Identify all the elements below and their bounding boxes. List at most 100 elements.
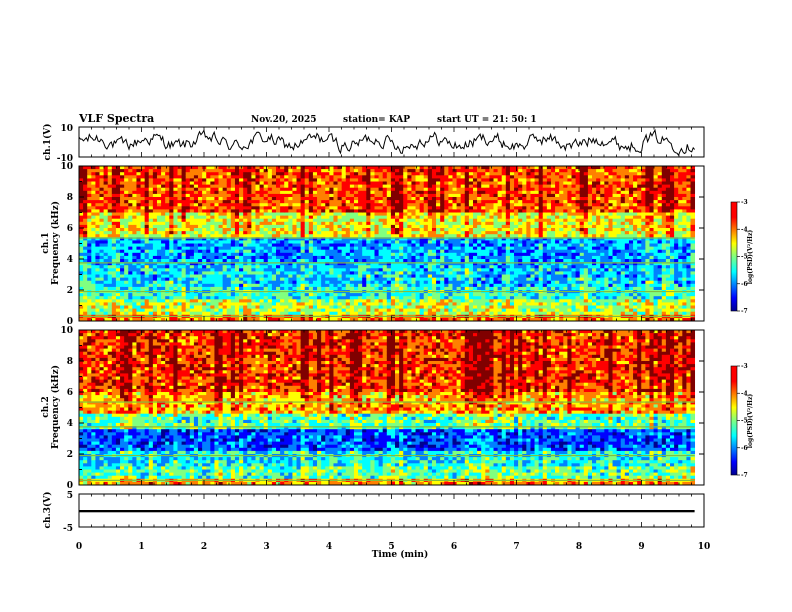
spec-cell xyxy=(230,302,236,306)
spec-cell xyxy=(362,203,367,207)
spec-cell xyxy=(169,215,174,220)
spec-cell xyxy=(333,243,338,247)
spec-cell xyxy=(165,190,170,195)
spec-cell xyxy=(165,237,170,241)
spec-cell xyxy=(132,243,137,247)
spec-cell xyxy=(198,218,203,223)
spec-cell xyxy=(390,206,396,210)
spec-cell xyxy=(193,169,199,173)
spec-cell xyxy=(460,305,466,309)
spec-cell xyxy=(362,268,367,272)
spec-cell xyxy=(280,197,285,201)
spec-cell xyxy=(103,218,109,223)
spec-cell xyxy=(239,240,244,244)
spec-cell xyxy=(222,277,228,282)
spec-cell xyxy=(300,243,306,247)
spec-cell xyxy=(210,175,215,179)
spec-cell xyxy=(366,259,371,263)
spec-cell xyxy=(173,265,178,269)
spec-cell xyxy=(304,231,310,235)
spec-cell xyxy=(382,193,388,198)
spec-cell xyxy=(169,190,174,195)
spec-cell xyxy=(161,255,166,260)
spec-cell xyxy=(304,184,310,189)
spec-cell xyxy=(374,305,379,309)
spec-cell xyxy=(284,190,289,195)
spec-cell xyxy=(419,296,425,300)
spec-cell xyxy=(390,265,396,269)
spec-cell xyxy=(189,311,195,316)
spec-cell xyxy=(374,228,379,232)
spec-cell xyxy=(325,237,330,241)
spec-cell xyxy=(362,231,367,235)
spec-cell xyxy=(345,299,351,303)
spec-cell xyxy=(370,178,375,182)
spec-cell xyxy=(485,218,490,223)
spec-cell xyxy=(161,190,166,195)
spec-cell xyxy=(161,274,166,278)
spec-cell xyxy=(276,231,281,235)
spec-cell xyxy=(460,249,466,254)
spec-cell xyxy=(243,271,248,275)
spec-cell xyxy=(140,305,146,309)
spec-cell xyxy=(317,184,322,189)
spec-cell xyxy=(386,206,392,210)
spec-cell xyxy=(222,172,228,176)
spec-cell xyxy=(263,212,269,216)
spec-cell xyxy=(419,283,425,288)
spec-cell xyxy=(111,317,117,322)
spec-cell xyxy=(87,252,92,257)
spec-cell xyxy=(91,255,96,260)
spec-cell xyxy=(378,283,384,288)
spec-cell xyxy=(169,252,174,257)
spec-cell xyxy=(431,187,437,192)
spec-cell xyxy=(464,187,470,192)
spec-cell xyxy=(312,218,318,223)
spec-cell xyxy=(317,209,322,213)
spec-cell xyxy=(144,308,150,313)
spec-cell xyxy=(448,302,453,306)
spec-cell xyxy=(358,203,363,207)
spec-cell xyxy=(341,218,347,223)
spec-cell xyxy=(296,280,302,285)
spec-cell xyxy=(390,181,396,185)
spec-cell xyxy=(115,274,121,278)
spec-cell xyxy=(189,283,195,288)
spec-cell xyxy=(444,228,449,232)
spec-cell xyxy=(124,187,129,192)
spec-cell xyxy=(91,280,96,285)
spec-cell xyxy=(411,296,416,300)
spec-cell xyxy=(198,187,203,192)
spec-cell xyxy=(165,206,170,210)
spec-cell xyxy=(411,221,416,226)
spec-cell xyxy=(468,280,474,285)
spec-cell xyxy=(473,293,478,297)
spec-cell xyxy=(423,203,429,207)
spec-cell xyxy=(296,206,302,210)
spec-cell xyxy=(124,308,129,313)
spec-cell xyxy=(436,317,441,322)
spec-cell xyxy=(132,175,137,179)
spec-cell xyxy=(382,293,388,297)
spec-cell xyxy=(473,283,478,288)
spec-cell xyxy=(91,166,96,170)
spec-cell xyxy=(395,166,400,170)
spec-cell xyxy=(473,203,478,207)
spec-cell xyxy=(148,286,154,291)
spec-cell xyxy=(189,317,195,322)
spec-cell xyxy=(111,271,117,275)
spec-cell xyxy=(251,293,256,297)
spec-cell xyxy=(210,234,215,238)
spec-cell xyxy=(304,169,310,173)
spec-cell xyxy=(276,296,281,300)
spec-cell xyxy=(448,255,453,260)
spec-cell xyxy=(312,178,318,182)
spec-cell xyxy=(243,184,248,189)
spec-cell xyxy=(325,184,330,189)
spec-cell xyxy=(349,280,355,285)
spec-cell xyxy=(312,197,318,201)
spec-cell xyxy=(366,228,371,232)
spec-cell xyxy=(292,302,297,306)
spec-cell xyxy=(349,246,355,251)
spec-cell xyxy=(79,296,84,300)
